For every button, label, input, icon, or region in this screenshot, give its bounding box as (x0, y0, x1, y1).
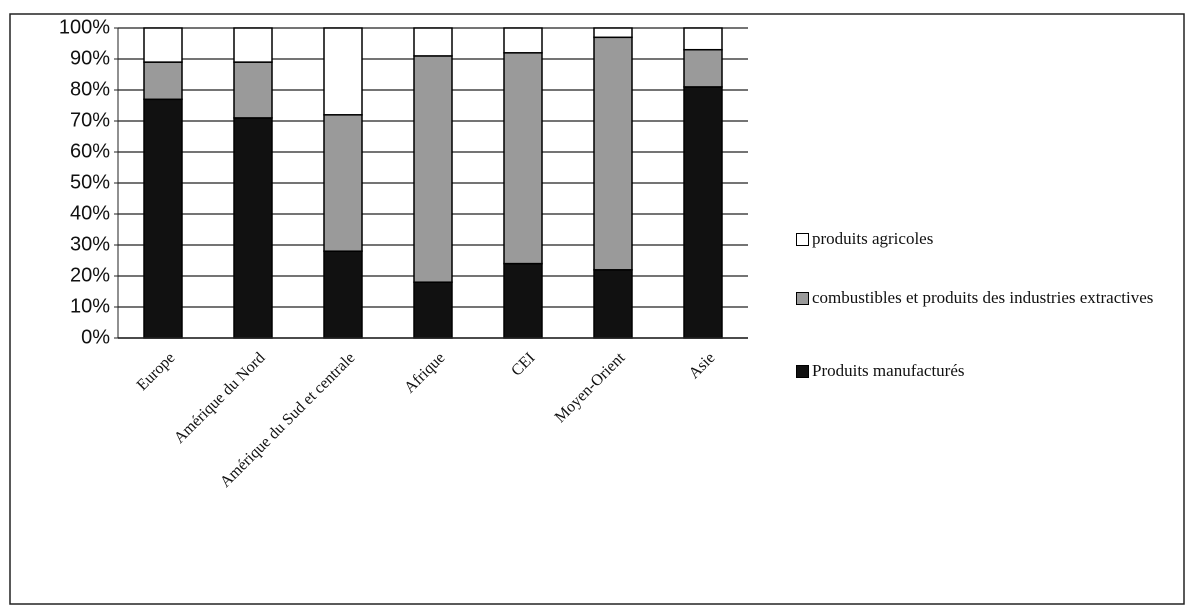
bar-segment (323, 250, 363, 339)
legend-label: produits agricoles (812, 229, 934, 248)
bar-segment (413, 281, 453, 339)
legend-label: combustibles et produits des industries … (812, 288, 1154, 307)
x-tick-label: Asie (686, 349, 719, 382)
bar-segment (413, 27, 453, 57)
y-tick-label: 90% (70, 47, 110, 69)
bar-segment (233, 61, 273, 119)
bar-segment (143, 61, 183, 101)
bar-segment (593, 269, 633, 339)
bar-segment (323, 114, 363, 252)
y-tick-label: 70% (70, 109, 110, 131)
bar-segment (413, 55, 453, 283)
bar-segment (503, 262, 543, 339)
bar-segment (503, 52, 543, 265)
y-tick-label: 10% (70, 295, 110, 317)
legend-label: Produits manufacturés (812, 361, 965, 380)
x-tick-label: Amérique du Nord (171, 349, 268, 446)
bar-segment (323, 27, 363, 116)
bar-segment (683, 48, 723, 88)
bar-segment (593, 27, 633, 39)
legend-swatch (796, 292, 809, 305)
bar-segment (683, 27, 723, 51)
y-tick-label: 40% (70, 202, 110, 224)
bar-segment (143, 27, 183, 63)
y-tick-label: 0% (81, 326, 110, 348)
x-tick-label: CEI (508, 349, 538, 379)
y-tick-label: 100% (59, 16, 110, 38)
bar-segment (233, 117, 273, 339)
x-tick-label: Europe (134, 349, 179, 394)
legend-item: Produits manufacturés (796, 360, 1162, 382)
legend-swatch (796, 365, 809, 378)
bar-segment (143, 98, 183, 339)
frame (9, 13, 1185, 605)
x-tick-label: Afrique (401, 349, 448, 396)
y-tick-label: 20% (70, 264, 110, 286)
legend-item: combustibles et produits des industries … (796, 287, 1162, 309)
y-tick-label: 30% (70, 233, 110, 255)
bar-segment (683, 86, 723, 339)
x-tick-label: Moyen-Orient (552, 349, 629, 426)
y-tick-label: 50% (70, 171, 110, 193)
bar-segment (593, 36, 633, 271)
bar-segment (233, 27, 273, 63)
y-tick-label: 60% (70, 140, 110, 162)
bar-segment (503, 27, 543, 54)
y-tick-label: 80% (70, 78, 110, 100)
legend-swatch (796, 233, 809, 246)
legend-item: produits agricoles (796, 228, 1162, 250)
